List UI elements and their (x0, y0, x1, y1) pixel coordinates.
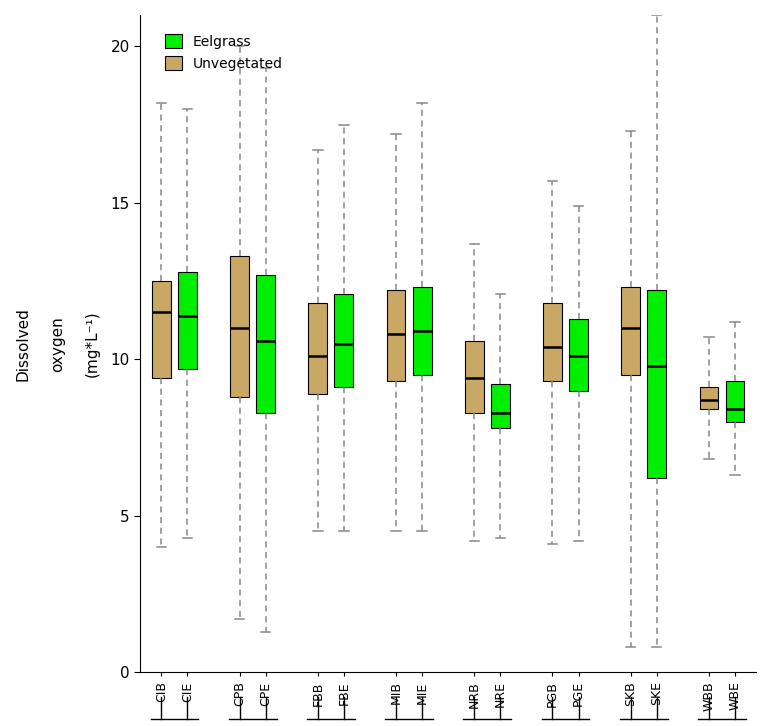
PathPatch shape (412, 287, 432, 375)
PathPatch shape (648, 290, 666, 478)
PathPatch shape (178, 272, 197, 369)
PathPatch shape (569, 319, 588, 391)
PathPatch shape (231, 256, 249, 397)
PathPatch shape (491, 384, 510, 428)
PathPatch shape (465, 340, 483, 412)
Legend: Eelgrass, Unvegetated: Eelgrass, Unvegetated (160, 28, 288, 76)
PathPatch shape (621, 287, 640, 375)
PathPatch shape (308, 303, 327, 393)
PathPatch shape (152, 281, 171, 378)
PathPatch shape (543, 303, 562, 381)
PathPatch shape (335, 293, 353, 388)
PathPatch shape (699, 388, 719, 409)
Y-axis label: Dissolved

oxygen

(mg*L⁻¹): Dissolved oxygen (mg*L⁻¹) (15, 307, 99, 380)
PathPatch shape (256, 275, 275, 412)
PathPatch shape (726, 381, 745, 422)
PathPatch shape (386, 290, 406, 381)
